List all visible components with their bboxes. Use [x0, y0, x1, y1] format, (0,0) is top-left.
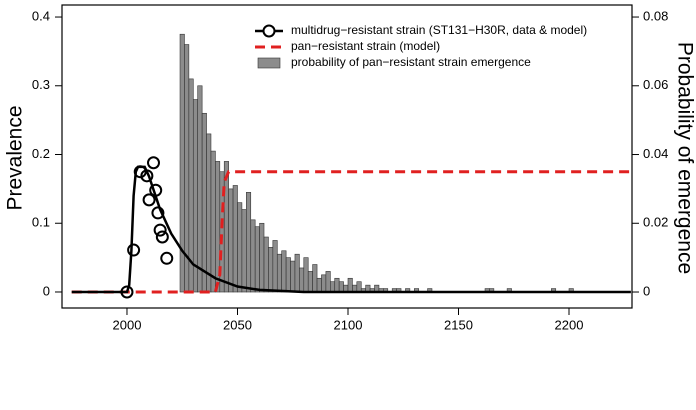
- histogram-bar: [250, 219, 256, 293]
- histogram-bar: [321, 274, 327, 293]
- y-axis-title: Prevalence: [4, 105, 27, 210]
- y2-axis-title: Probability of emergence: [673, 42, 696, 274]
- histogram-bar: [347, 277, 353, 293]
- histogram-bar: [290, 260, 296, 293]
- y2-tick-label: 0: [643, 283, 650, 298]
- legend-label: multidrug−resistant strain (ST131−H30R, …: [291, 23, 587, 37]
- histogram-bar: [223, 161, 229, 293]
- histogram-bar: [272, 240, 278, 293]
- histogram-bar: [241, 209, 247, 293]
- histogram-bar: [263, 236, 269, 293]
- x-tick-label: 2150: [444, 317, 473, 332]
- histogram-bar: [254, 226, 260, 293]
- x-tick-label: 2050: [223, 317, 252, 332]
- histogram-bar: [312, 264, 318, 293]
- legend-swatch: [257, 57, 281, 69]
- line-series: [71, 165, 631, 294]
- legend-label: pan−resistant strain (model): [291, 39, 440, 53]
- histogram-bar: [294, 253, 300, 293]
- histogram-bar: [206, 133, 212, 293]
- y-tick-label: 0.4: [32, 8, 50, 23]
- histogram-bar: [232, 185, 238, 293]
- histogram-bar: [281, 250, 287, 293]
- data-point: [127, 243, 141, 257]
- data-point: [133, 165, 147, 179]
- histogram-bar: [307, 271, 313, 293]
- histogram-bar: [303, 257, 309, 293]
- y-tick-label: 0.1: [32, 215, 50, 230]
- data-point: [151, 206, 165, 220]
- y-tick-label: 0.2: [32, 146, 50, 161]
- y2-tick-label: 0.02: [643, 215, 668, 230]
- data-point: [147, 156, 161, 170]
- histogram-bar: [299, 267, 305, 293]
- histogram-bar: [228, 188, 234, 293]
- line-series: [71, 170, 631, 294]
- data-point: [160, 251, 174, 265]
- data-point: [140, 169, 154, 183]
- histogram-bar: [192, 99, 199, 293]
- histogram-bar: [210, 150, 216, 293]
- y2-tick-label: 0.04: [643, 146, 668, 161]
- x-tick-label: 2200: [555, 317, 584, 332]
- legend-label: probability of pan−resistant strain emer…: [291, 55, 531, 69]
- y2-tick-label: 0.08: [643, 8, 668, 23]
- histogram-bar: [201, 112, 207, 293]
- histogram-bar: [325, 271, 331, 293]
- data-point: [153, 223, 167, 237]
- plot-frame: [61, 4, 633, 309]
- histogram-bar: [268, 247, 274, 293]
- plot-area: [71, 33, 631, 299]
- histogram-bar: [197, 85, 203, 293]
- histogram-bar: [285, 257, 291, 293]
- data-point: [142, 193, 156, 207]
- y-tick-label: 0.3: [32, 77, 50, 92]
- y-tick-label: 0: [43, 283, 50, 298]
- data-point: [149, 183, 163, 197]
- histogram-bar: [246, 192, 252, 293]
- legend-marker: [262, 24, 276, 38]
- histogram-bar: [276, 253, 282, 293]
- histogram-bar: [259, 222, 265, 293]
- histogram-bar: [330, 281, 336, 293]
- histogram-bar: [316, 277, 322, 293]
- histogram-bar: [237, 202, 243, 293]
- x-tick-label: 2100: [334, 317, 363, 332]
- histogram-bar: [356, 281, 362, 293]
- data-point: [155, 230, 169, 244]
- histogram-bar: [334, 277, 340, 293]
- histogram-bar: [338, 281, 344, 293]
- data-point: [120, 285, 134, 299]
- y2-tick-label: 0.06: [643, 77, 668, 92]
- x-tick-label: 2000: [113, 317, 142, 332]
